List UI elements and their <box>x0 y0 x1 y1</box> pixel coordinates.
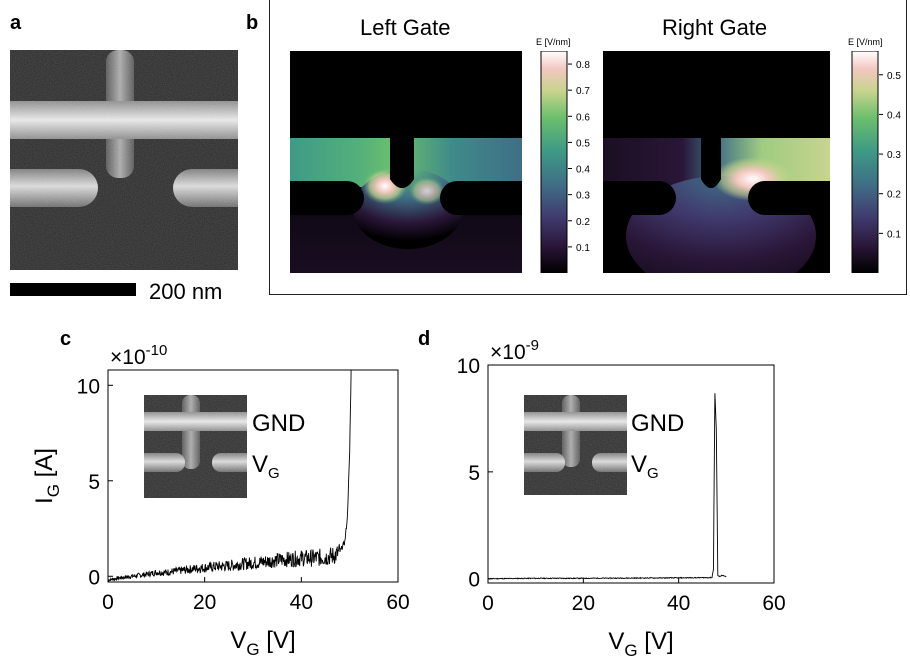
inset-d-image <box>514 395 637 495</box>
field-map-left-gate <box>290 51 522 273</box>
chart-c-xlabel-unit: [V] <box>260 627 296 654</box>
chart-c-multiplier: ×10-10 <box>110 342 167 369</box>
chart-c-xtick-label-3: 60 <box>386 591 409 614</box>
chart-d-xtick-label-2: 40 <box>667 592 690 615</box>
colorbar-right-tick-label-0: 0.5 <box>887 71 901 82</box>
inset-d-vg-label: VG <box>631 451 659 482</box>
colorbar-right-tick-label-4: 0.1 <box>887 229 901 240</box>
field-map-right-gate <box>603 51 830 273</box>
chart-d-trace <box>487 393 727 580</box>
colorbar-left-title: E [V/nm] <box>536 37 571 47</box>
colorbar-left-tick-label-5: 0.3 <box>576 191 590 202</box>
chart-d-ylabel: IG [A] <box>440 446 443 502</box>
right-gate-title: Right Gate <box>662 15 768 40</box>
chart-d-xlabel-unit: [V] <box>638 628 674 655</box>
chart-c-xtick-label-1: 20 <box>193 591 216 614</box>
chart-c-axes-box <box>107 369 399 583</box>
chart-d-ytick-label-1: 5 <box>468 462 480 485</box>
inset-d-vg-main: V <box>631 451 648 478</box>
colorbar-left-ticks: 0.8 0.7 0.6 0.5 0.4 0.3 0.2 0.1 <box>568 60 590 254</box>
colorbar-left-tick-label-3: 0.5 <box>576 138 590 149</box>
inset-c-vg-label: VG <box>252 451 280 482</box>
chart-d-axes-box <box>487 364 775 584</box>
colorbar-left-tick-label-1: 0.7 <box>576 86 590 97</box>
chart-d-xlabel: VG [V] <box>608 628 673 660</box>
chart-c-ytick-label-1: 5 <box>88 471 100 494</box>
panel-d-label: d <box>418 328 431 350</box>
inset-c-gnd-label: GND <box>252 410 306 437</box>
chart-d-ytick-label-0: 0 <box>468 569 480 592</box>
chart-c-ylabel: IG [A] <box>31 448 63 504</box>
chart-d-xtick-label-1: 20 <box>572 592 595 615</box>
colorbar-right <box>851 51 879 273</box>
chart-c-xtick-label-2: 40 <box>290 591 313 614</box>
colorbar-left-tick-label-0: 0.8 <box>576 60 590 71</box>
panel-a-label: a <box>10 12 22 34</box>
colorbar-left-tick-label-2: 0.6 <box>576 112 590 123</box>
inset-d-gnd-label: GND <box>631 410 685 437</box>
chart-d-ytick-label-2: 10 <box>457 355 480 378</box>
colorbar-left-tick-label-6: 0.2 <box>576 217 590 228</box>
chart-c-ylabel-sub: G <box>44 484 63 497</box>
inset-c-vg-sub: G <box>268 465 280 482</box>
colorbar-right-ticks: 0.5 0.4 0.3 0.2 0.1 <box>879 71 901 240</box>
inset-c <box>134 395 257 498</box>
chart-d-ylabel-sub: G <box>440 482 443 495</box>
chart-c-ytick-label-0: 0 <box>88 566 100 589</box>
chart-c-xlabel: VG [V] <box>230 627 295 659</box>
chart-d-multiplier: ×10-9 <box>490 337 539 364</box>
panel-b-frame <box>269 0 907 295</box>
panel-b-label: b <box>246 12 259 34</box>
scale-bar-label: 200 nm <box>149 279 223 304</box>
left-gate-title: Left Gate <box>360 15 451 40</box>
colorbar-right-title: E [V/nm] <box>848 37 883 47</box>
chart-d-xlabel-sub: G <box>624 641 637 660</box>
inset-c-image <box>134 395 257 498</box>
chart-d-xtick-label-0: 0 <box>482 592 494 615</box>
chart-c-multiplier-exp: -10 <box>146 342 168 359</box>
sem-image-a <box>10 50 238 270</box>
inset-d <box>514 395 637 495</box>
chart-c-ytick-label-2: 10 <box>77 375 100 398</box>
inset-d-vg-sub: G <box>647 465 659 482</box>
colorbar-right-tick-label-3: 0.2 <box>887 190 901 201</box>
chart-c-ylabel-unit: [A] <box>31 448 58 484</box>
scale-bar <box>10 283 136 296</box>
chart-c-xtick-label-0: 0 <box>102 591 114 614</box>
colorbar-right-tick-label-1: 0.4 <box>887 110 901 121</box>
panel-c-label: c <box>60 328 72 350</box>
colorbar-right-tick-label-2: 0.3 <box>887 150 901 161</box>
colorbar-left <box>540 51 568 273</box>
colorbar-left-tick-label-4: 0.4 <box>576 165 590 176</box>
inset-c-vg-main: V <box>252 451 269 478</box>
chart-c-xlabel-sub: G <box>246 640 259 659</box>
chart-d-multiplier-exp: -9 <box>526 337 539 354</box>
chart-c-trace <box>107 369 352 583</box>
chart-d-xtick-label-3: 60 <box>762 592 785 615</box>
colorbar-left-tick-label-7: 0.1 <box>576 243 590 254</box>
